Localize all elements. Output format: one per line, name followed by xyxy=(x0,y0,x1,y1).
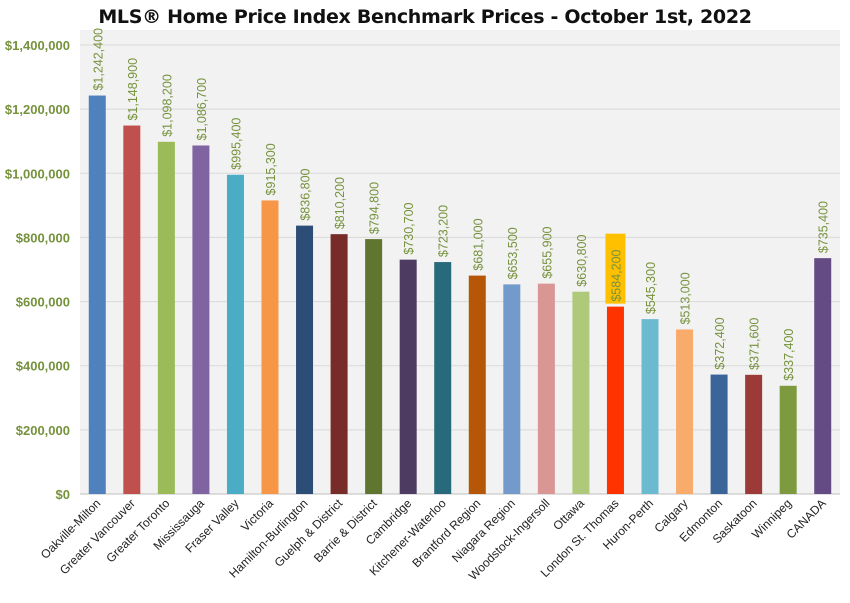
bar xyxy=(157,141,175,494)
data-label: $653,500 xyxy=(506,227,520,279)
data-label: $337,400 xyxy=(782,329,796,381)
data-label: $810,200 xyxy=(333,177,347,229)
data-label: $730,700 xyxy=(402,202,416,254)
bar xyxy=(192,145,210,494)
bar xyxy=(710,374,728,494)
data-label: $723,200 xyxy=(437,205,451,257)
y-tick-label: $0 xyxy=(56,487,70,502)
y-tick-label: $600,000 xyxy=(16,295,70,310)
data-label: $1,148,900 xyxy=(126,58,140,121)
data-label: $630,800 xyxy=(575,235,589,287)
y-tick-label: $400,000 xyxy=(16,359,70,374)
bar xyxy=(434,262,452,494)
data-label: $995,400 xyxy=(229,118,243,170)
y-tick-label: $200,000 xyxy=(16,423,70,438)
data-label: $836,800 xyxy=(299,168,313,220)
bar xyxy=(468,275,486,494)
chart-title: MLS® Home Price Index Benchmark Prices -… xyxy=(98,6,752,28)
data-label: $735,400 xyxy=(817,201,831,253)
data-label: $545,300 xyxy=(644,262,658,314)
data-label-highlight xyxy=(605,233,626,304)
y-tick-label: $800,000 xyxy=(16,230,70,245)
data-label: $1,086,700 xyxy=(195,78,209,141)
data-label: $1,098,200 xyxy=(160,74,174,137)
y-tick-label: $1,200,000 xyxy=(5,102,70,117)
data-label: $584,200 xyxy=(609,249,623,301)
y-tick-label: $1,400,000 xyxy=(5,38,70,53)
bar xyxy=(779,385,797,494)
data-label: $915,300 xyxy=(264,143,278,195)
data-label: $681,000 xyxy=(471,218,485,270)
bar xyxy=(399,259,417,494)
bar xyxy=(88,95,106,495)
data-label: $655,900 xyxy=(540,226,554,278)
bar xyxy=(503,284,521,494)
bar xyxy=(537,283,555,494)
data-label: $513,000 xyxy=(679,272,693,324)
bar xyxy=(365,239,383,494)
bar xyxy=(676,329,694,494)
data-label: $372,400 xyxy=(713,317,727,369)
data-label: $1,242,400 xyxy=(91,28,105,91)
data-label: $371,600 xyxy=(748,318,762,370)
bar xyxy=(572,291,590,494)
bar xyxy=(606,306,624,494)
bar xyxy=(330,234,348,494)
y-tick-label: $1,000,000 xyxy=(5,166,70,181)
bar xyxy=(745,374,763,494)
bar xyxy=(641,319,659,494)
bar xyxy=(226,174,244,495)
bar xyxy=(296,225,314,494)
bar xyxy=(123,125,141,494)
bar xyxy=(814,258,832,494)
x-tick-label: Oakville-Milton xyxy=(38,496,104,562)
data-label: $794,800 xyxy=(368,182,382,234)
bar xyxy=(261,200,279,495)
